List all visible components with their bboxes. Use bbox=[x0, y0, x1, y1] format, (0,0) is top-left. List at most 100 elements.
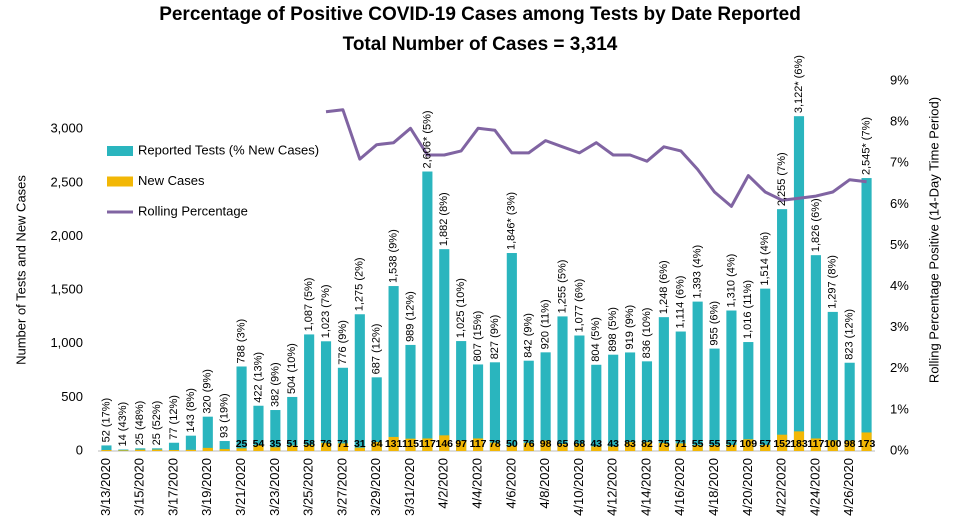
bar bbox=[777, 209, 788, 451]
x-tick-label: 4/24/2020 bbox=[807, 458, 822, 516]
x-tick-label: 3/15/2020 bbox=[132, 458, 147, 516]
y2-tick-label: 9% bbox=[890, 72, 909, 87]
value-label: 52 (17%) bbox=[100, 398, 112, 443]
x-tick-label: 4/12/2020 bbox=[605, 458, 620, 516]
value-label: 1,275 (2%) bbox=[354, 257, 366, 311]
bar bbox=[270, 410, 281, 451]
value-label: 1,023 (7%) bbox=[320, 284, 332, 338]
value-label: 807 (15%) bbox=[472, 311, 484, 362]
bar bbox=[844, 440, 855, 451]
bar bbox=[354, 314, 365, 451]
bar bbox=[185, 435, 196, 451]
value-label: 43 bbox=[590, 438, 602, 450]
value-label: 51 bbox=[286, 438, 298, 450]
bar bbox=[472, 438, 484, 451]
x-tick-label: 4/14/2020 bbox=[638, 458, 653, 516]
bar bbox=[523, 360, 534, 451]
value-label: 25 bbox=[236, 438, 248, 450]
bar bbox=[658, 442, 669, 451]
value-label: 100 bbox=[824, 438, 842, 450]
y2-tick-label: 5% bbox=[890, 237, 909, 252]
x-tick-label: 3/21/2020 bbox=[233, 458, 248, 516]
value-label: 2,606* (5%) bbox=[421, 110, 433, 168]
value-label: 836 (10%) bbox=[641, 308, 653, 359]
bar bbox=[709, 348, 720, 451]
bar bbox=[608, 354, 619, 451]
bar bbox=[760, 288, 771, 451]
bar bbox=[388, 286, 399, 451]
value-label: 77 (12%) bbox=[168, 395, 180, 440]
bar bbox=[118, 450, 129, 451]
bar bbox=[675, 443, 686, 451]
value-label: 1,255 (5%) bbox=[556, 260, 568, 314]
value-label: 98 bbox=[844, 438, 856, 450]
value-label: 1,393 (4%) bbox=[692, 245, 704, 299]
bar bbox=[591, 364, 602, 451]
bar bbox=[658, 317, 669, 451]
value-label: 1,248 (6%) bbox=[658, 260, 670, 314]
value-label: 75 bbox=[658, 438, 670, 450]
bar bbox=[253, 405, 264, 451]
bar bbox=[861, 178, 872, 451]
value-label: 1,538 (9%) bbox=[388, 229, 400, 283]
bar bbox=[810, 255, 821, 451]
value-label: 83 bbox=[624, 438, 636, 450]
bar bbox=[793, 116, 805, 451]
bar bbox=[168, 450, 180, 451]
bar bbox=[625, 352, 636, 451]
value-label: 1,310 (4%) bbox=[725, 254, 737, 308]
x-tick-label: 4/6/2020 bbox=[503, 458, 518, 509]
x-tick-label: 3/27/2020 bbox=[334, 458, 349, 516]
bar bbox=[743, 342, 754, 451]
bar bbox=[641, 361, 653, 451]
value-label: 117 bbox=[807, 438, 824, 450]
value-label: 58 bbox=[303, 438, 315, 450]
x-tick-label: 3/13/2020 bbox=[98, 458, 113, 516]
y2-axis-title: Rolling Percentage Positive (14-Day Time… bbox=[926, 97, 941, 383]
bar bbox=[135, 449, 146, 451]
legend-label: New Cases bbox=[138, 173, 205, 188]
bar bbox=[641, 442, 653, 451]
value-label: 1,297 (8%) bbox=[827, 255, 839, 309]
bar bbox=[337, 367, 348, 451]
value-label: 131 bbox=[385, 438, 403, 450]
value-label: 422 (13%) bbox=[252, 352, 264, 403]
bar bbox=[743, 439, 754, 451]
bar bbox=[726, 310, 737, 451]
x-tick-label: 4/10/2020 bbox=[571, 458, 586, 516]
bar bbox=[574, 443, 585, 451]
y-tick-label: 1,500 bbox=[50, 282, 83, 297]
value-label: 115 bbox=[402, 438, 419, 450]
bar bbox=[506, 253, 517, 451]
bar bbox=[405, 438, 416, 451]
bar bbox=[101, 450, 112, 451]
bar bbox=[202, 447, 213, 451]
bar bbox=[439, 435, 450, 451]
x-tick-label: 3/25/2020 bbox=[301, 458, 316, 516]
y-tick-label: 0 bbox=[76, 442, 83, 457]
bar bbox=[388, 436, 399, 451]
bar bbox=[270, 447, 281, 451]
value-label: 76 bbox=[320, 438, 332, 450]
value-label: 504 (10%) bbox=[286, 343, 298, 394]
y-tick-label: 1,000 bbox=[50, 335, 83, 350]
value-label: 57 bbox=[759, 438, 771, 450]
value-label: 71 bbox=[337, 438, 349, 450]
value-label: 1,826 (6%) bbox=[810, 198, 822, 252]
y2-tick-label: 3% bbox=[890, 319, 909, 334]
value-label: 43 bbox=[607, 438, 619, 450]
value-label: 2,545* (7%) bbox=[860, 117, 872, 175]
bar bbox=[101, 445, 112, 451]
y-tick-label: 500 bbox=[61, 389, 83, 404]
bar bbox=[320, 442, 332, 451]
bar bbox=[371, 377, 382, 451]
value-label: 3,122* (6%) bbox=[793, 55, 805, 113]
value-label: 71 bbox=[675, 438, 687, 450]
bar bbox=[422, 171, 433, 452]
value-label: 109 bbox=[740, 438, 758, 450]
bar bbox=[287, 396, 298, 451]
value-label: 117 bbox=[470, 438, 487, 450]
value-label: 57 bbox=[726, 438, 738, 450]
value-label: 989 (12%) bbox=[404, 291, 416, 342]
value-label: 14 (43%) bbox=[117, 402, 129, 447]
